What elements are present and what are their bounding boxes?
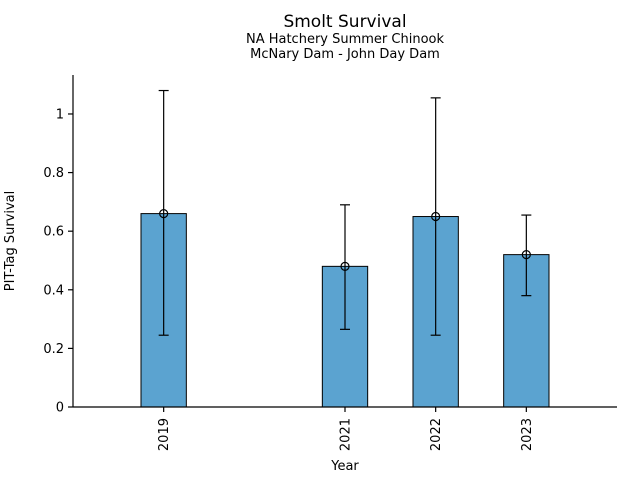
x-tick-label-2021: 2021	[339, 418, 354, 451]
x-tick-label-2019: 2019	[157, 418, 172, 451]
y-tick-label: 0.2	[43, 342, 64, 357]
y-tick-label: 1	[56, 107, 64, 122]
y-tick-label: 0.4	[43, 283, 64, 298]
y-axis-label: PIT-Tag Survival	[3, 191, 18, 291]
x-tick-label-2022: 2022	[429, 418, 444, 451]
marker-open-circle-2019	[159, 209, 169, 219]
error-bars-group	[158, 89, 532, 336]
y-tick-label: 0.8	[43, 166, 64, 181]
y-tick-label: 0	[56, 401, 64, 416]
marker-open-circle-2023	[521, 250, 531, 260]
x-axis-label: Year	[330, 459, 359, 474]
chart-subtitle-2: McNary Dam - John Day Dam	[250, 47, 440, 62]
marker-open-circle-2022	[431, 211, 441, 222]
y-tick-label: 0.6	[43, 225, 64, 240]
marker-open-circle-2021	[340, 261, 350, 271]
axes-group: 0 0.2 0.4 0.6 0.8 1 2019 2021 2022 2023	[43, 75, 617, 451]
chart-subtitle-1: NA Hatchery Summer Chinook	[246, 32, 445, 47]
x-tick-label-2023: 2023	[520, 418, 535, 451]
chart-title: Smolt Survival	[283, 12, 406, 32]
